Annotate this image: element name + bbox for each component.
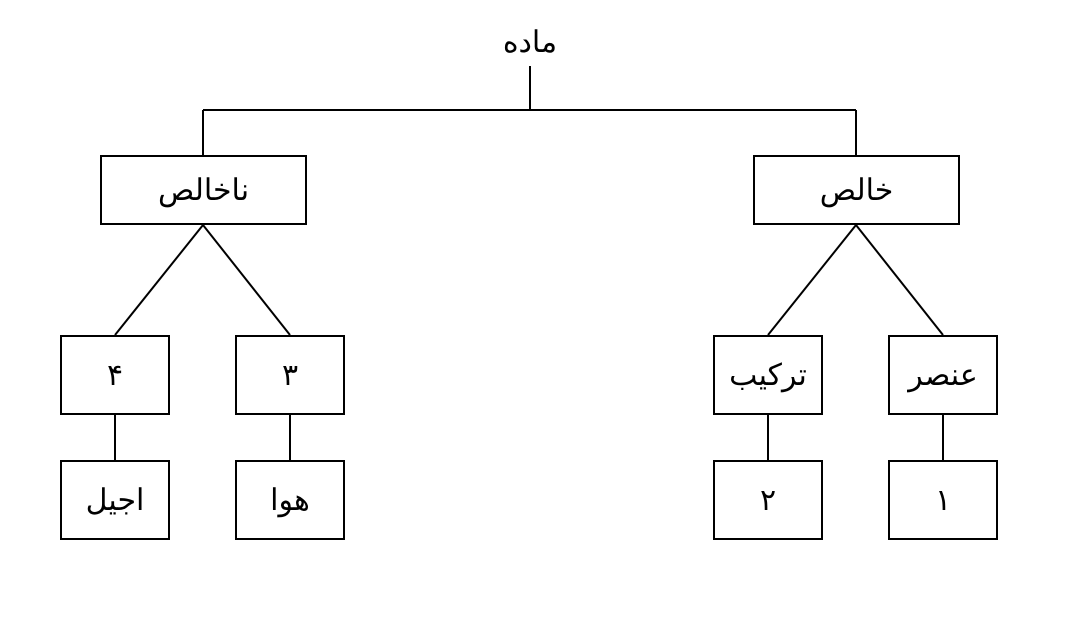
node-4: ۴ <box>60 335 170 415</box>
root-label-matter: ماده <box>490 25 570 60</box>
node-ajil: اجیل <box>60 460 170 540</box>
node-impure-label: ناخالص <box>158 173 249 208</box>
edge-impure-to-4 <box>115 225 203 335</box>
node-ajil-label: اجیل <box>86 483 145 518</box>
node-3-label: ۳ <box>282 358 298 393</box>
node-impure: ناخالص <box>100 155 307 225</box>
matter-tree-diagram: ماده ناخالص خالص ۴ ۳ ترکیب عنصر اجیل هوا… <box>0 0 1079 629</box>
edge-pure-to-onsor <box>856 225 943 335</box>
node-pure-label: خالص <box>820 173 894 208</box>
node-one-label: ۱ <box>935 483 951 518</box>
node-4-label: ۴ <box>107 358 123 393</box>
node-hava: هوا <box>235 460 345 540</box>
node-onsor-label: عنصر <box>908 358 978 393</box>
node-hava-label: هوا <box>270 483 310 518</box>
node-onsor: عنصر <box>888 335 998 415</box>
node-two-label: ۲ <box>760 483 776 518</box>
node-3: ۳ <box>235 335 345 415</box>
edge-impure-to-3 <box>203 225 290 335</box>
node-pure: خالص <box>753 155 960 225</box>
node-two: ۲ <box>713 460 823 540</box>
node-tarkib: ترکیب <box>713 335 823 415</box>
node-tarkib-label: ترکیب <box>729 358 807 393</box>
edge-pure-to-tarkib <box>768 225 856 335</box>
node-one: ۱ <box>888 460 998 540</box>
